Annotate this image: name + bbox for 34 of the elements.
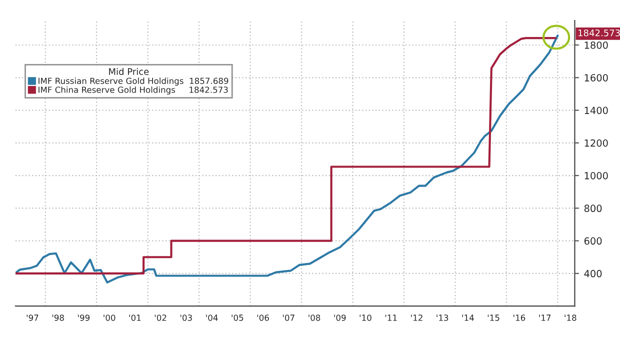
y-tick-label: 1800 — [584, 41, 608, 49]
legend-title: Mid Price — [109, 68, 149, 75]
x-tick-label: '12 — [411, 314, 422, 321]
legend-label: IMF Russian Reserve Gold Holdings 1857.689 — [38, 78, 228, 86]
x-tick-label: '17 — [539, 314, 551, 321]
x-tick-label: '14 — [462, 314, 474, 321]
y-tick-label: 800 — [584, 204, 602, 212]
y-tick-label: 1000 — [584, 172, 608, 180]
y-tick-label: 1200 — [584, 139, 608, 147]
x-tick-label: '10 — [360, 314, 372, 321]
y-tick-label: 1400 — [584, 106, 608, 114]
y-tick-label: 600 — [584, 237, 602, 245]
x-tick-label: '97 — [26, 314, 38, 321]
x-tick-label: '16 — [514, 314, 526, 321]
text: 1842.573 — [578, 29, 620, 36]
x-tick-label: '09 — [334, 314, 346, 321]
x-tick-label: '05 — [232, 314, 244, 321]
x-tick-label: '02 — [154, 314, 166, 321]
x-tick-label: '08 — [308, 314, 320, 321]
x-tick-label: '03 — [180, 314, 192, 321]
x-tick-label: '15 — [488, 314, 500, 321]
x-tick-label: '07 — [282, 314, 294, 321]
x-tick-label: '04 — [206, 314, 218, 321]
x-tick-label: '18 — [564, 314, 576, 321]
x-tick-label: '11 — [385, 314, 397, 321]
x-tick-label: '01 — [129, 314, 141, 321]
x-tick-label: '00 — [104, 314, 116, 321]
x-tick-label: '06 — [257, 314, 269, 321]
y-tick-label: 400 — [584, 270, 602, 278]
x-tick-label: '13 — [436, 314, 448, 321]
y-tick-label: 1600 — [584, 74, 608, 82]
x-tick-label: '98 — [52, 314, 64, 321]
x-tick-label: '99 — [78, 314, 90, 321]
legend-label: IMF China Reserve Gold Holdings 1842.573 — [38, 86, 228, 95]
